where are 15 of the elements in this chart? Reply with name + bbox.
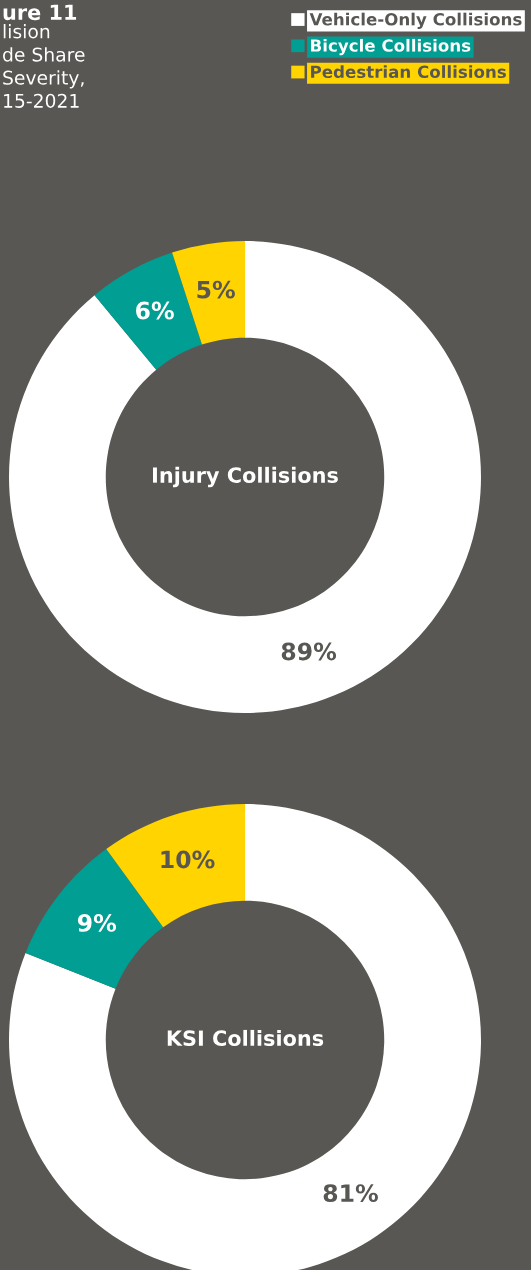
text: Injury Collisions [153, 466, 338, 488]
data-label: 5% [197, 280, 235, 299]
data-label: 81% [323, 1184, 378, 1203]
text: lision de Share Severity, 15-2021 [3, 24, 85, 108]
data-label: 10% [161, 850, 215, 869]
donut-slice [172, 241, 245, 345]
donut-slice [9, 241, 481, 713]
data-label: 89% [281, 642, 337, 661]
legend-label: Pedestrian Collisions [311, 65, 506, 79]
data-label: 9% [77, 914, 117, 932]
chart-title: ure 11 [3, 4, 77, 21]
legend-label: Bicycle Collisions [311, 38, 471, 56]
legend-label: Vehicle-Only Collisions [309, 12, 522, 29]
text: KSI Collisions [167, 1029, 324, 1047]
data-label: 6% [136, 301, 174, 320]
